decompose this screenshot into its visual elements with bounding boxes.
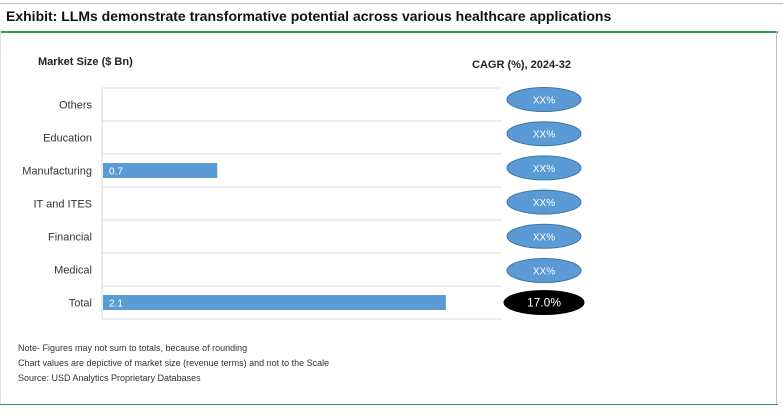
left-border	[0, 31, 1, 404]
cagr-value: XX%	[533, 96, 555, 107]
note-rounding: Note- Figures may not sum to totals, bec…	[18, 343, 248, 353]
category-labels: Others Education Manufacturing IT and ITES F…	[22, 100, 92, 310]
category-label: Medical	[54, 265, 92, 277]
cagr-bubble-total	[503, 290, 585, 315]
cagr-title: CAGR (%), 2024-32	[472, 59, 572, 71]
exhibit-title: Exhibit: LLMs demonstrate transformative…	[6, 8, 612, 24]
bottom-divider	[0, 404, 778, 405]
right-border	[776, 31, 777, 404]
cagr-bubble	[506, 258, 582, 283]
cagr-value: XX%	[533, 267, 555, 278]
category-label: Manufacturing	[22, 166, 92, 178]
category-label: IT and ITES	[34, 199, 93, 211]
category-label: Others	[59, 100, 93, 112]
cagr-value: XX%	[533, 232, 555, 243]
cagr-value: XX%	[533, 164, 555, 175]
chart-grid	[101, 87, 502, 320]
note-source: Source: USD Analytics Proprietary Databa…	[18, 373, 201, 383]
bar	[103, 163, 218, 178]
note-scale: Chart values are depictive of market siz…	[18, 358, 330, 368]
bars: 0.7 2.1	[103, 163, 446, 310]
cagr-bubble	[506, 121, 582, 147]
axis-title: Market Size ($ Bn)	[38, 56, 133, 68]
data-label: 0.7	[109, 167, 123, 178]
cagr-bubble	[506, 155, 582, 181]
category-label: Total	[69, 298, 92, 310]
cagr-value: XX%	[533, 130, 555, 141]
cagr-bubble	[506, 189, 582, 215]
chart-notes: Note- Figures may not sum to totals, bec…	[18, 341, 329, 386]
data-label: 2.1	[109, 299, 123, 310]
top-border	[0, 3, 783, 4]
title-divider	[0, 31, 778, 33]
bar	[103, 295, 446, 310]
cagr-value: 17.0%	[527, 296, 561, 310]
cagr-bubble	[506, 87, 582, 112]
category-label: Financial	[48, 232, 92, 244]
cagr-value: XX%	[533, 198, 555, 209]
cagr-bubbles: XX% XX% XX% XX% XX% XX% 17.0%	[503, 87, 585, 315]
category-label: Education	[43, 133, 92, 145]
cagr-bubble	[506, 223, 582, 249]
